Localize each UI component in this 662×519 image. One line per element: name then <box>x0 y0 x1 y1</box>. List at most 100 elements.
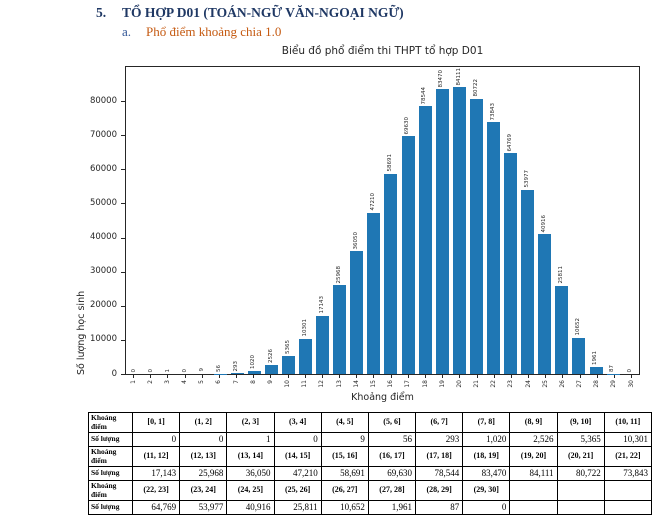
range-cell: (6, 7] <box>415 412 464 433</box>
x-tick-label: 29 <box>610 380 618 388</box>
score-table: Khoảng điểm [0, 1] (1, 2] (2, 3] (3, 4] (4, 5… <box>88 412 653 515</box>
x-tick-label: 19 <box>438 380 446 388</box>
x-tick-label: 11 <box>301 380 309 388</box>
count-cell: 25,811 <box>273 500 322 515</box>
bar-value-label: 64769 <box>506 133 513 152</box>
bar <box>247 370 261 374</box>
x-tick-label: 7 <box>232 380 240 384</box>
bar-slot: 0 <box>622 67 639 374</box>
x-tick-mark <box>510 375 512 378</box>
count-cell: 58,691 <box>320 466 369 481</box>
x-tick: 21 <box>468 375 485 388</box>
y-tick-mark <box>121 135 125 137</box>
count-cell: 78,544 <box>415 466 464 481</box>
range-cell <box>509 480 558 501</box>
bar <box>504 153 518 374</box>
x-tick: 30 <box>623 375 640 388</box>
x-tick-label: 16 <box>387 380 395 388</box>
x-tick-mark <box>373 375 375 378</box>
x-tick-mark <box>545 375 547 378</box>
x-tick: 6 <box>211 375 228 388</box>
range-cell: (26, 27] <box>320 480 369 501</box>
bar <box>572 337 586 374</box>
bar-slot: 56 <box>211 67 228 374</box>
range-cell: (28, 29] <box>415 480 464 501</box>
y-tick-mark <box>121 271 125 273</box>
bar <box>281 355 295 374</box>
bar-slot: 40916 <box>536 67 553 374</box>
subsection-title: Phổ điểm khoảng chia 1.0 <box>146 24 282 39</box>
count-cell: 9 <box>320 432 369 447</box>
row-label: Số lượng <box>88 500 133 515</box>
row-label: Khoảng điểm <box>88 446 133 467</box>
x-tick-mark <box>201 375 203 378</box>
x-tick: 20 <box>451 375 468 388</box>
y-tick-mark <box>121 101 125 103</box>
count-cell: 0 <box>462 500 511 515</box>
bar <box>487 122 501 374</box>
range-cell: (1, 2] <box>179 412 228 433</box>
bar-value-label: 78544 <box>421 86 428 105</box>
count-cell <box>509 500 558 515</box>
x-tick: 13 <box>331 375 348 388</box>
section-number: 5. <box>96 5 107 20</box>
x-tick-mark <box>133 375 135 378</box>
bar-value-label: 0 <box>147 368 154 373</box>
bar-slot: 84111 <box>451 67 468 374</box>
range-cell <box>556 480 605 501</box>
bar-value-label: 47210 <box>370 193 377 211</box>
y-tick-label: 40000 <box>89 232 117 243</box>
range-cell: (17, 18] <box>415 446 464 467</box>
x-tick: 1 <box>125 375 142 388</box>
range-cell: (19, 20] <box>509 446 558 467</box>
bar-value-label: 10652 <box>575 318 582 336</box>
count-cell: 1,020 <box>462 432 511 447</box>
x-tick-mark <box>184 375 186 378</box>
y-tick-label: 10000 <box>89 334 117 345</box>
y-tick-label: 30000 <box>89 266 117 277</box>
x-tick-label: 4 <box>181 380 189 384</box>
y-tick-mark <box>121 374 125 375</box>
bar-slot: 87 <box>605 67 622 374</box>
x-tick-label: 22 <box>490 380 498 388</box>
y-tick-label: 0 <box>111 368 117 379</box>
bar-value-label: 40916 <box>541 214 548 233</box>
x-tick-mark <box>287 375 289 378</box>
x-tick-label: 10 <box>284 380 292 388</box>
bar <box>264 365 278 374</box>
count-cell: 17,143 <box>131 466 181 481</box>
x-tick-mark <box>476 375 478 378</box>
range-cell: (11, 12] <box>131 446 181 467</box>
bar-slot: 9 <box>194 67 211 374</box>
range-cell: [0, 1] <box>131 412 181 433</box>
range-cell: (21, 22] <box>603 446 653 467</box>
x-tick: 7 <box>228 375 245 388</box>
range-cell: (13, 14] <box>226 446 275 467</box>
x-tick-label: 3 <box>163 380 171 384</box>
range-cell: (12, 13] <box>179 446 228 467</box>
count-cell: 0 <box>179 432 228 447</box>
count-cell <box>556 500 605 515</box>
bar <box>469 98 483 374</box>
y-tick-label: 50000 <box>89 197 117 208</box>
x-tick-mark <box>236 375 238 378</box>
bar-slot: 58691 <box>382 67 399 374</box>
x-tick-label: 26 <box>558 380 566 388</box>
y-tick-mark <box>121 339 125 341</box>
bar <box>538 234 552 374</box>
count-cell: 64,769 <box>131 500 181 515</box>
table-row: Số lượng 17,143 25,968 36,050 47,210 58,691 69… <box>88 466 653 481</box>
x-axis-label: Khoảng điểm <box>351 392 414 403</box>
x-tick: 16 <box>383 375 400 388</box>
x-tick: 4 <box>177 375 194 388</box>
range-cell: (4, 5] <box>320 412 369 433</box>
bar-slot: 83470 <box>434 67 451 374</box>
y-tick-label: 20000 <box>89 300 117 311</box>
bar-value-label: 1020 <box>250 354 257 369</box>
count-cell: 84,111 <box>509 466 558 481</box>
y-tick-mark <box>121 305 125 307</box>
x-tick-mark <box>425 375 426 378</box>
section-title: TỔ HỢP D01 (TOÁN-NGỮ VĂN-NGOẠI NGỮ) <box>122 5 404 20</box>
x-tick-mark <box>442 375 444 378</box>
x-tick-label: 20 <box>455 380 463 388</box>
